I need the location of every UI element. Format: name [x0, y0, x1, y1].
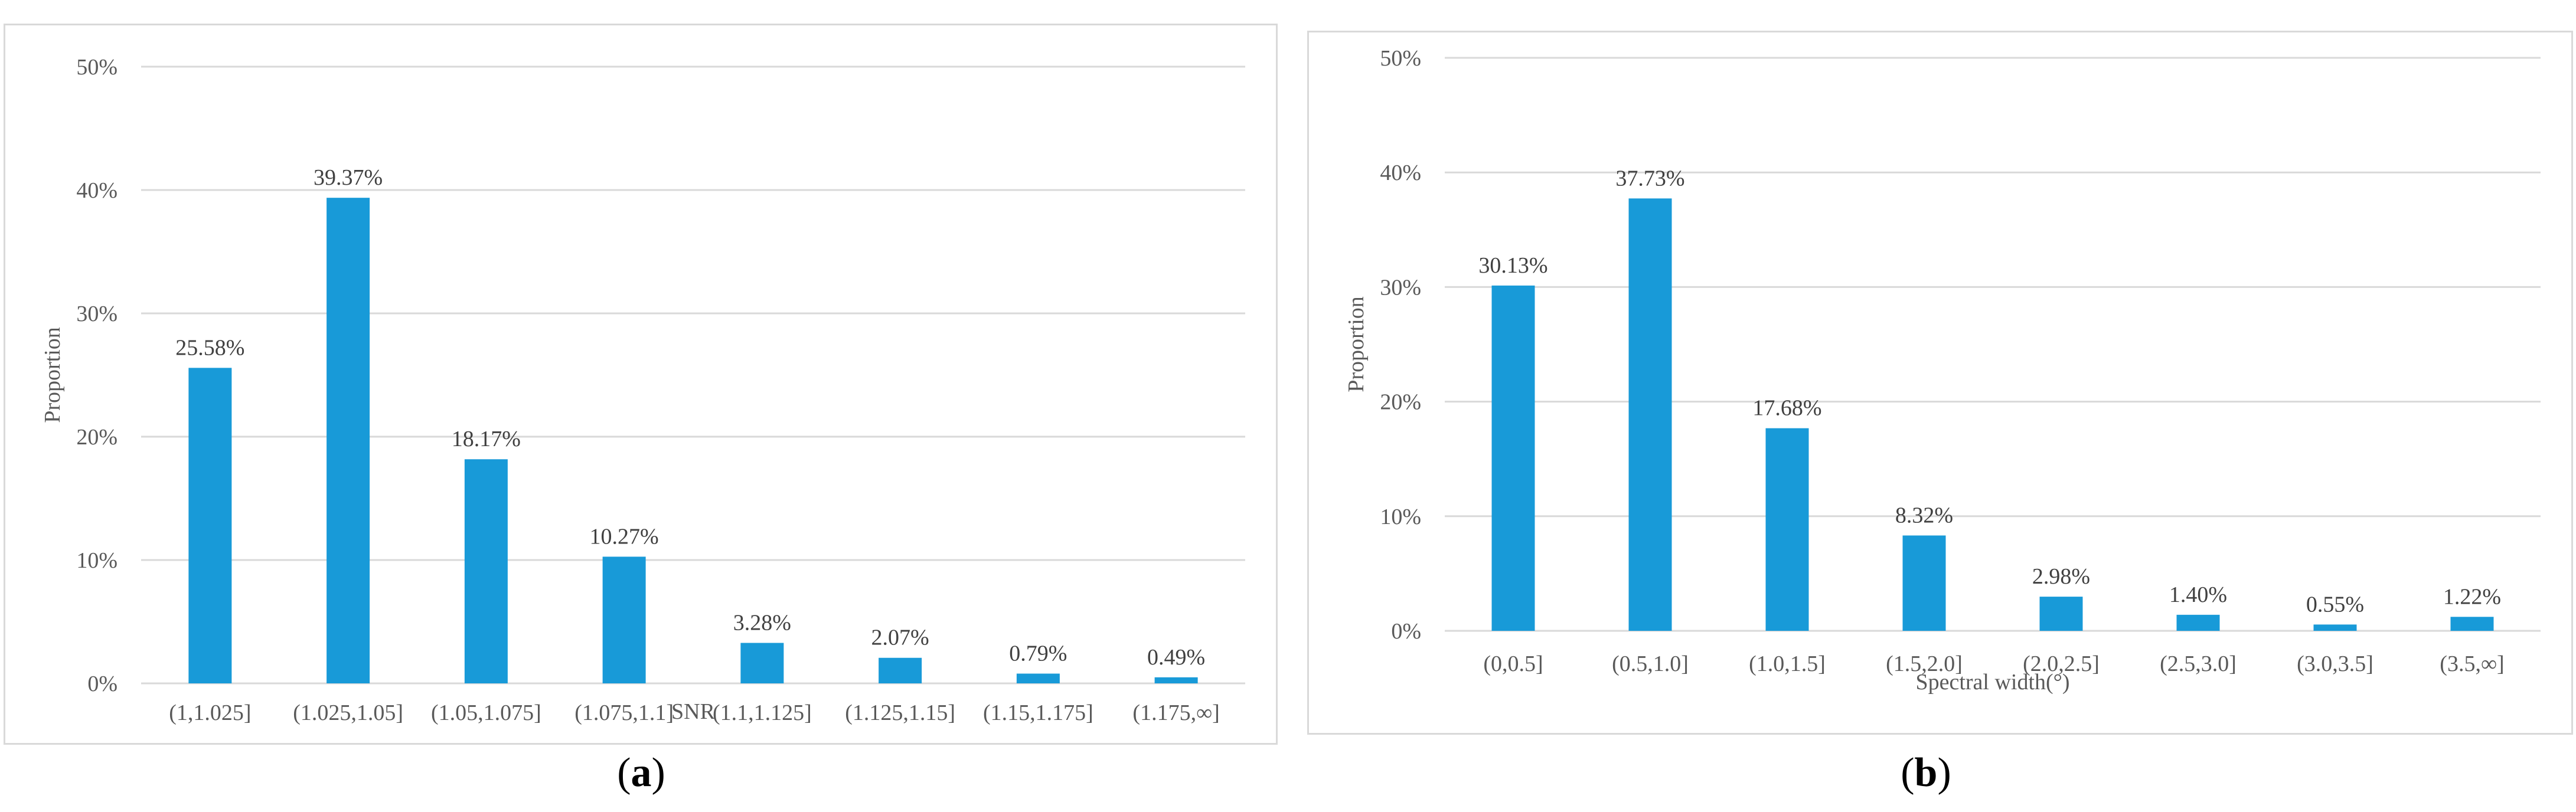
data-label: 39.37%: [314, 165, 383, 190]
y-tick-label: 50%: [76, 55, 117, 80]
x-tick-label: (1.05,1.075]: [431, 700, 541, 725]
caption-b: (b): [1901, 750, 1951, 795]
bar: [188, 368, 232, 683]
y-axis-title: Proportion: [40, 327, 65, 423]
chart-b-svg: 0% 10% 20% 30% 40% 50% 30.13% (0,0.5] 37.73% (0.5…: [1344, 46, 2541, 695]
caption-b-letter: b: [1914, 750, 1938, 795]
y-tick-label: 20%: [1380, 390, 1421, 415]
x-tick-label: (3.0,3.5]: [2297, 651, 2373, 676]
data-label: 25.58%: [175, 335, 244, 360]
data-label: 0.55%: [2306, 592, 2364, 617]
data-label: 0.79%: [1009, 641, 1067, 666]
bar: [2176, 614, 2220, 631]
x-tick-label: (1.025,1.05]: [293, 700, 403, 725]
x-tick-label: (1.0,1.5]: [1749, 651, 1826, 676]
y-tick-label: 0%: [1391, 619, 1421, 644]
bar: [2313, 624, 2357, 631]
bar: [740, 643, 784, 683]
x-tick-label: (1.1,1.125]: [713, 700, 812, 725]
data-label: 2.98%: [2032, 564, 2090, 589]
data-label: 0.49%: [1147, 645, 1205, 670]
data-label: 30.13%: [1478, 253, 1547, 278]
data-label: 18.17%: [452, 427, 521, 451]
bar: [2450, 617, 2494, 631]
bar: [1902, 535, 1946, 631]
bar: [1765, 428, 1809, 631]
x-tick-label: (1.075,1.1]: [574, 700, 674, 725]
data-label: 3.28%: [733, 610, 791, 635]
y-tick-label: 10%: [76, 548, 117, 573]
data-label: 37.73%: [1615, 166, 1684, 191]
x-tick-label: (1,1.025]: [169, 700, 251, 725]
y-axis-title: Proportion: [1344, 296, 1369, 392]
bar: [1154, 677, 1198, 683]
chart-a-svg: 0% 10% 20% 30% 40% 50% 25.58% (1,1.025] 39.37% (1…: [40, 55, 1245, 725]
x-tick-label: (1.125,1.15]: [845, 700, 955, 725]
bar: [1016, 673, 1060, 683]
bar: [1491, 285, 1535, 631]
x-tick-label: (3.5,∞]: [2440, 651, 2504, 676]
chart-panel-a: 0% 10% 20% 30% 40% 50% 25.58% (1,1.025] 39.37% (1…: [4, 24, 1278, 745]
bar: [1628, 198, 1672, 631]
y-tick-label: 0%: [87, 672, 117, 696]
caption-a: (a): [617, 750, 665, 795]
bar: [464, 459, 508, 683]
bar: [327, 198, 370, 683]
x-tick-label: (2.5,3.0]: [2160, 651, 2237, 676]
y-tick-label: 30%: [76, 302, 117, 326]
data-label: 10.27%: [590, 524, 659, 549]
y-tick-label: 30%: [1380, 275, 1421, 300]
y-tick-label: 40%: [1380, 161, 1421, 185]
data-label: 2.07%: [871, 626, 929, 650]
chart-panel-b: 0% 10% 20% 30% 40% 50% 30.13% (0,0.5] 37.73% (0.5…: [1307, 31, 2573, 735]
bar: [2039, 597, 2083, 631]
y-tick-label: 40%: [76, 178, 117, 203]
x-tick-label: (2.0,2.5]: [2023, 651, 2100, 676]
x-tick-label: (1.175,∞]: [1132, 700, 1219, 725]
bar: [602, 556, 646, 683]
data-label: 8.32%: [1895, 503, 1953, 528]
x-tick-label: (1.15,1.175]: [983, 700, 1093, 725]
x-axis-title: SNR: [671, 699, 716, 724]
data-label: 1.40%: [2169, 582, 2227, 607]
x-tick-label: (1.5,2.0]: [1886, 651, 1963, 676]
y-tick-label: 50%: [1380, 46, 1421, 71]
y-tick-label: 20%: [76, 425, 117, 450]
caption-a-letter: a: [631, 750, 652, 795]
x-tick-label: (0,0.5]: [1483, 651, 1543, 676]
data-label: 17.68%: [1752, 396, 1821, 421]
data-label: 1.22%: [2443, 584, 2501, 609]
bar: [879, 657, 922, 683]
y-tick-label: 10%: [1380, 505, 1421, 529]
x-axis-title: Spectral width(°): [1915, 670, 2069, 695]
x-tick-label: (0.5,1.0]: [1612, 651, 1689, 676]
